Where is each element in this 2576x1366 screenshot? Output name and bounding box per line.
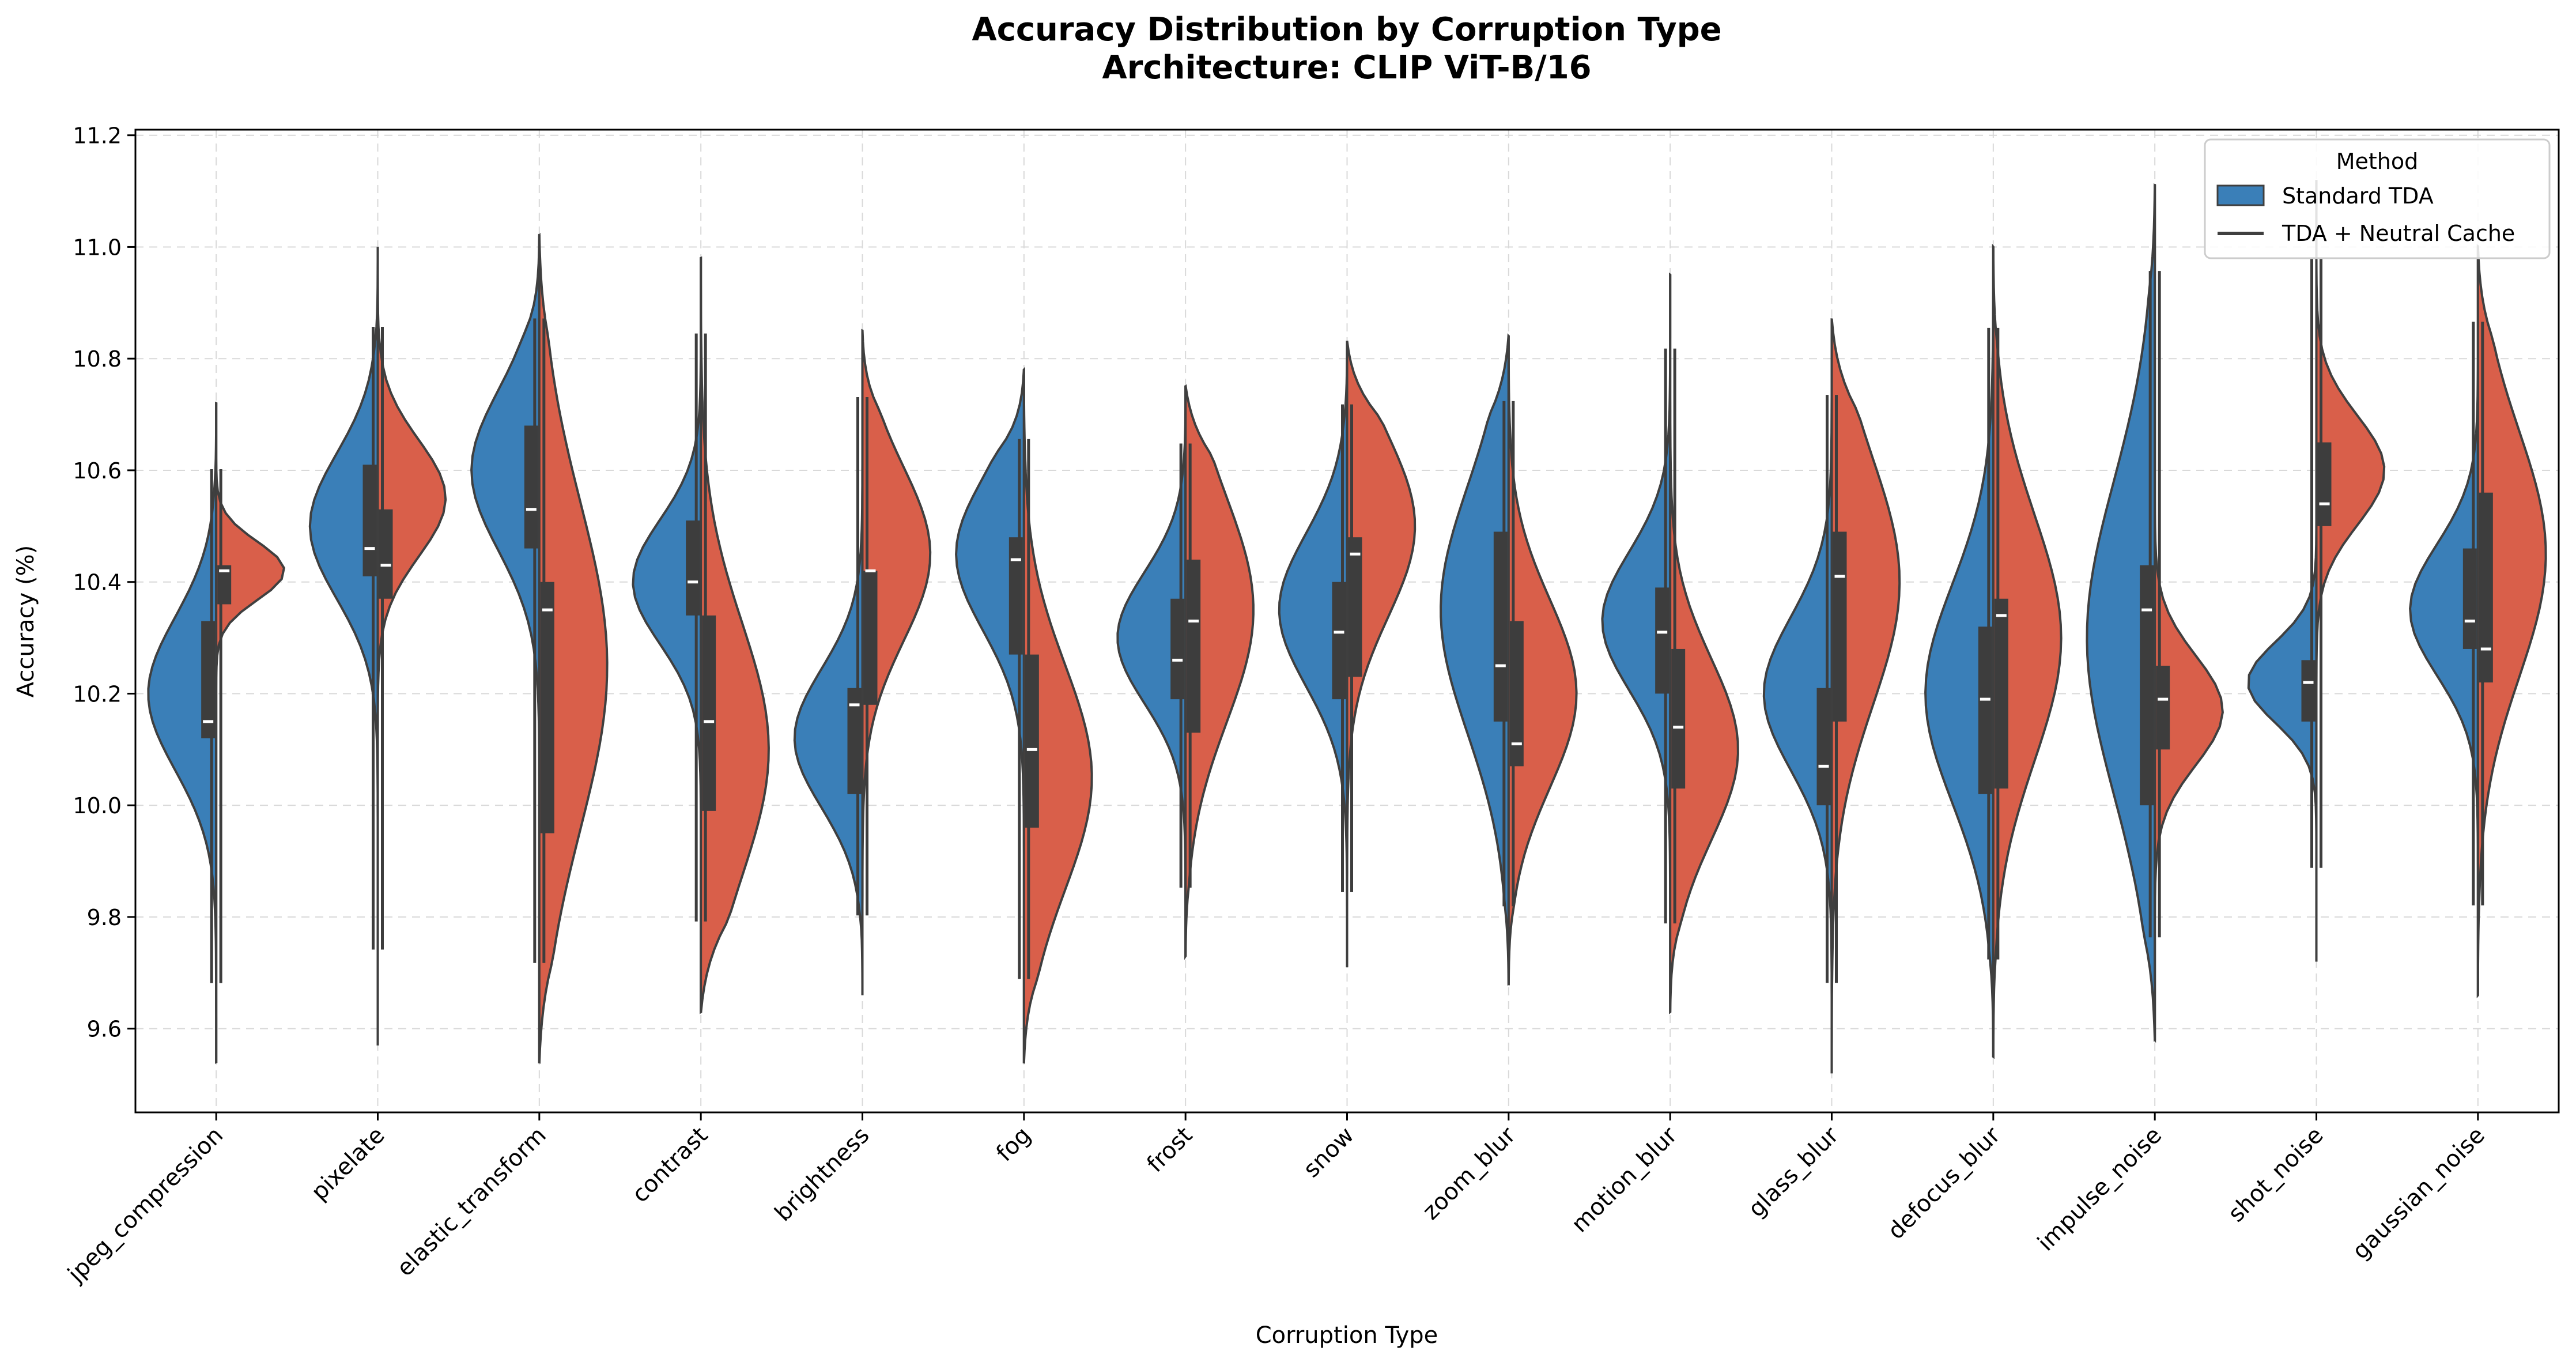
violin-neutral-cache-snow [1346,340,1417,968]
box-neutral-cache-gaussian_noise [2479,492,2493,683]
y-tick-label: 11.2 [73,123,122,149]
box-neutral-cache-snow [1348,537,1362,677]
y-tick-label: 10.6 [73,458,122,484]
box-standard-tda-gaussian_noise [2462,548,2477,649]
box-standard-tda-contrast [686,520,700,616]
box-neutral-cache-fog [1025,654,1039,828]
y-tick-label: 9.6 [87,1017,122,1042]
box-neutral-cache-contrast [702,615,716,811]
box-standard-tda-impulse_noise [2140,565,2154,806]
box-standard-tda-glass_blur [1816,688,1831,806]
violin-neutral-cache-fog [1022,366,1093,1064]
box-standard-tda-motion_blur [1655,587,1670,694]
y-tick-label: 9.8 [87,905,122,930]
box-standard-tda-frost [1170,598,1185,700]
violin-neutral-cache-motion_blur [1669,272,1739,1015]
legend-label-neutral-cache: TDA + Neutral Cache [2282,221,2515,246]
violins [147,180,2547,1074]
y-tick-label: 10.0 [73,793,122,818]
violin-neutral-cache-contrast [700,256,770,1013]
box-neutral-cache-shot_noise [2317,442,2332,526]
y-tick-label: 10.8 [73,346,122,372]
violin-neutral-cache-shot_noise [2315,180,2386,962]
legend-swatch-standard-tda [2216,184,2265,206]
box-neutral-cache-frost [1187,559,1201,733]
violin-neutral-cache-brightness [861,329,932,995]
violin-standard-tda-zoom_blur [1440,335,1510,986]
legend-title: Method [2336,149,2419,174]
x-axis-label: Corruption Type [1256,1322,1438,1349]
y-tick-label: 10.4 [73,570,122,595]
violin-neutral-cache-zoom_blur [1507,333,1578,986]
legend: Method Standard TDA TDA + Neutral Cache [2204,138,2551,259]
y-axis-ticks: 9.6 9.8 10.0 10.2 10.4 10.6 10.8 11.0 11.2 [73,123,135,1042]
box-neutral-cache-motion_blur [1671,648,1686,789]
violin-neutral-cache-jpeg_compression [215,401,286,1064]
y-axis-label: Accuracy (%) [13,545,39,698]
violin-standard-tda-impulse_noise [2086,184,2156,1042]
y-tick-label: 11.0 [73,235,122,260]
box-standard-tda-zoom_blur [1493,531,1508,722]
violin-neutral-cache-gaussian_noise [2476,245,2547,999]
chart-title-line2: Architecture: CLIP ViT-B/16 [1102,49,1591,86]
y-tick-label: 10.2 [73,681,122,707]
box-neutral-cache-zoom_blur [1509,621,1524,767]
box-standard-tda-jpeg_compression [201,621,216,738]
box-neutral-cache-impulse_noise [2156,666,2170,750]
box-neutral-cache-glass_blur [1833,531,1847,722]
box-standard-tda-defocus_blur [1978,627,1992,794]
box-neutral-cache-pixelate [379,509,393,599]
violin-neutral-cache-impulse_noise [2154,183,2224,1044]
box-standard-tda-shot_noise [2301,660,2316,722]
box-standard-tda-pixelate [362,465,377,576]
box-standard-tda-elastic_transform [524,425,538,549]
box-neutral-cache-elastic_transform [540,582,554,833]
box-neutral-cache-brightness [863,571,878,705]
legend-label-standard-tda: Standard TDA [2282,183,2434,209]
box-standard-tda-fog [1009,537,1023,655]
chart-title-line1: Accuracy Distribution by Corruption Type [972,11,1721,48]
violin-neutral-cache-glass_blur [1830,318,1901,1074]
box-standard-tda-snow [1332,582,1346,700]
legend-frame [2204,138,2551,259]
box-neutral-cache-defocus_blur [1994,598,2008,789]
violin-neutral-cache-elastic_transform [538,233,609,1063]
